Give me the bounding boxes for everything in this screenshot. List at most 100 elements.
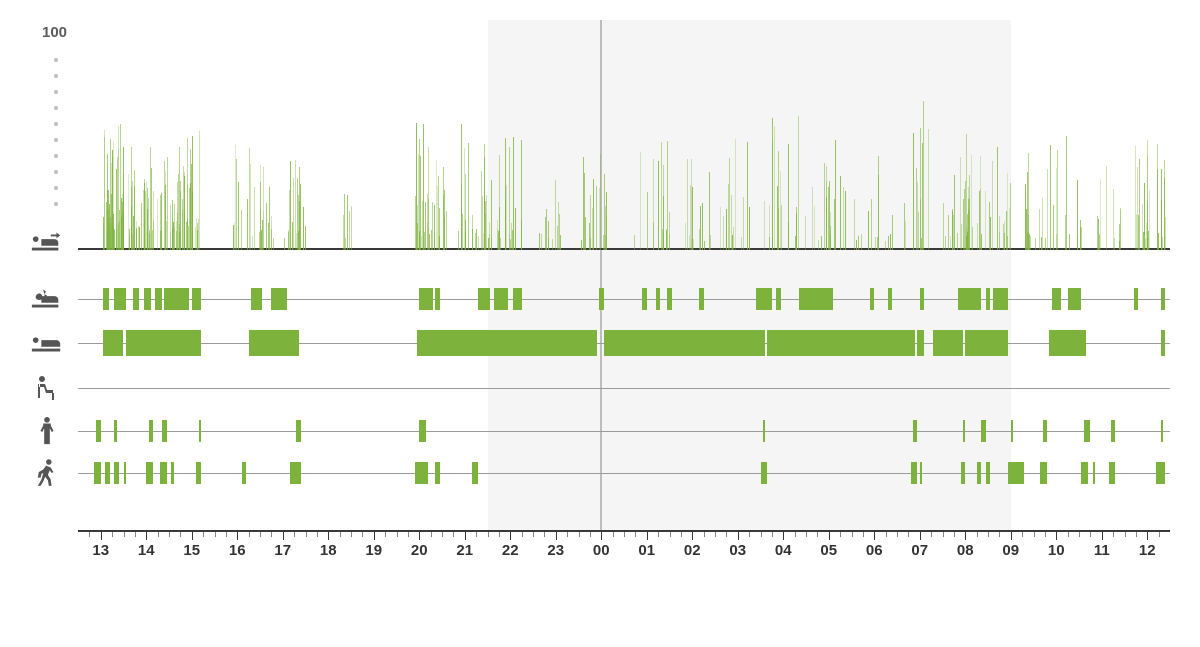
- motion-spike: [541, 234, 542, 250]
- x-tick-minor: [351, 532, 352, 537]
- motion-spike: [854, 199, 855, 250]
- segment: [1043, 420, 1048, 442]
- x-tick-minor: [1090, 532, 1091, 537]
- motion-spike: [261, 230, 262, 250]
- motion-spike: [491, 238, 492, 250]
- motion-spike: [845, 191, 846, 250]
- motion-spike: [589, 223, 590, 250]
- segment: [196, 462, 201, 484]
- motion-spike: [432, 202, 433, 250]
- motion-spike: [1106, 166, 1107, 250]
- motion-spike: [945, 236, 946, 250]
- segment: [986, 462, 991, 484]
- segment: [1161, 330, 1166, 356]
- y-grid-dot: [54, 90, 58, 94]
- motion-spike: [824, 163, 825, 250]
- x-tick-minor: [681, 532, 682, 537]
- motion-spike: [1009, 208, 1010, 250]
- motion-spike: [271, 216, 272, 250]
- motion-spike: [709, 172, 710, 250]
- segment: [977, 462, 982, 484]
- motion-spike: [1114, 238, 1115, 250]
- motion-spike: [241, 210, 242, 250]
- motion-spike: [952, 209, 953, 250]
- segment: [776, 288, 781, 310]
- x-tick-minor: [431, 532, 432, 537]
- segment: [965, 330, 1008, 356]
- segment: [103, 330, 123, 356]
- segment: [96, 420, 101, 442]
- x-tick-major: [374, 532, 375, 540]
- motion-spike: [774, 126, 775, 250]
- x-tick-minor: [169, 532, 170, 537]
- walk-icon: [30, 458, 64, 488]
- x-tick-minor: [772, 532, 773, 537]
- bed-move-icon: [30, 226, 64, 258]
- motion-spike: [764, 201, 765, 250]
- motion-spike: [1099, 235, 1100, 250]
- motion-spike: [146, 182, 147, 250]
- motion-spike: [728, 184, 729, 250]
- motion-spike: [821, 236, 822, 250]
- motion-spike: [969, 198, 970, 250]
- motion-spike: [141, 203, 142, 250]
- bed-icon: [30, 326, 64, 360]
- motion-spike: [888, 236, 889, 250]
- segment: [911, 462, 918, 484]
- motion-spike: [981, 236, 982, 250]
- motion-spike: [300, 184, 301, 250]
- x-tick-major: [510, 532, 511, 540]
- motion-spike: [741, 237, 742, 250]
- segment: [162, 420, 167, 442]
- motion-spike: [690, 185, 691, 250]
- segment: [756, 288, 772, 310]
- x-tick-minor: [499, 532, 500, 537]
- motion-spike: [1120, 208, 1121, 250]
- motion-spike: [252, 236, 253, 250]
- motion-spike: [1137, 167, 1138, 250]
- x-tick-minor: [635, 532, 636, 537]
- motion-spike: [916, 168, 917, 250]
- segment: [149, 420, 154, 442]
- x-tick-minor: [715, 532, 716, 537]
- motion-spike: [892, 215, 893, 250]
- motion-spike: [192, 136, 193, 250]
- motion-spike: [139, 227, 140, 250]
- motion-spike: [548, 221, 549, 250]
- motion-spike: [917, 182, 918, 250]
- motion-spike: [515, 208, 516, 250]
- motion-spike: [878, 156, 879, 250]
- motion-spike: [273, 238, 274, 250]
- motion-spike: [913, 133, 914, 250]
- segment: [1068, 288, 1082, 310]
- x-axis-label: 19: [365, 542, 382, 559]
- motion-spike: [960, 157, 961, 250]
- y-grid-dot: [54, 122, 58, 126]
- motion-spike: [729, 158, 730, 250]
- motion-spike: [732, 235, 733, 250]
- motion-spike: [1053, 205, 1054, 250]
- y-grid-dot: [54, 138, 58, 142]
- segment: [1049, 330, 1085, 356]
- x-tick-minor: [124, 532, 125, 537]
- x-tick-minor: [306, 532, 307, 537]
- motion-spike-chart: [78, 20, 1170, 250]
- x-tick-minor: [1136, 532, 1137, 537]
- segment: [642, 288, 647, 310]
- segment: [164, 288, 189, 310]
- x-tick-major: [738, 532, 739, 540]
- segment: [133, 288, 140, 310]
- motion-spike: [1039, 209, 1040, 250]
- x-tick-minor: [226, 532, 227, 537]
- x-tick-major: [237, 532, 238, 540]
- motion-spike: [485, 214, 486, 250]
- segment: [1040, 462, 1047, 484]
- motion-spike: [861, 234, 862, 250]
- segment: [419, 288, 433, 310]
- motion-spike: [157, 199, 158, 250]
- motion-spike: [462, 214, 463, 250]
- x-tick-minor: [817, 532, 818, 537]
- x-tick-minor: [249, 532, 250, 537]
- segment: [986, 288, 991, 310]
- motion-spike: [967, 231, 968, 250]
